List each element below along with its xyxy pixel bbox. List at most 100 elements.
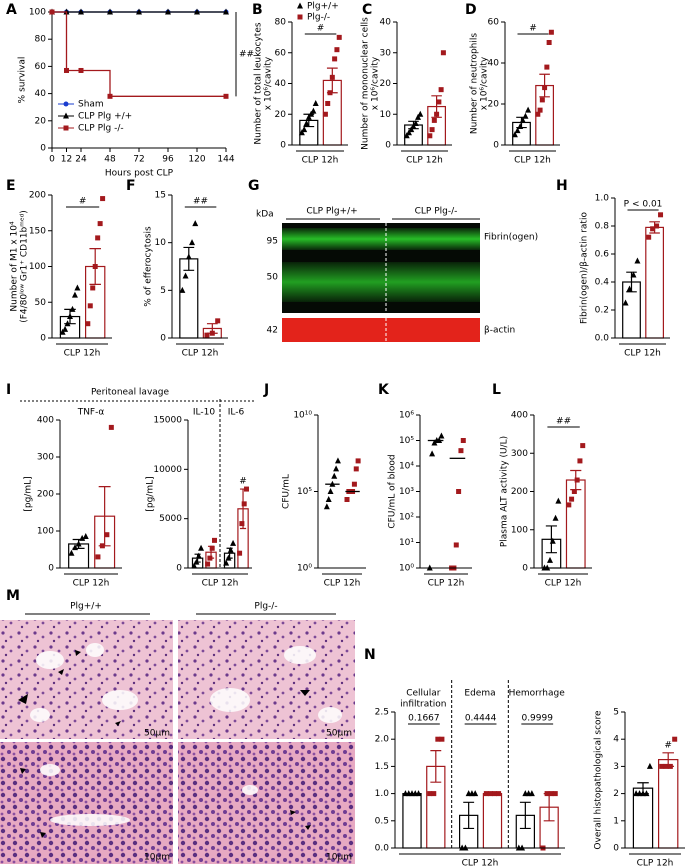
y-tick-label: 60 <box>275 48 287 58</box>
x-axis-label: CLP 12h <box>182 349 219 359</box>
data-point <box>438 432 445 439</box>
legend-label: Sham <box>78 100 104 110</box>
y-tick-label: 0 <box>280 141 286 151</box>
panel-label: B <box>252 2 263 18</box>
y-tick-label: 0.0 <box>375 844 390 854</box>
data-point <box>100 196 106 202</box>
panel-label: G <box>248 178 260 194</box>
error-bar <box>545 525 557 554</box>
data-point <box>92 264 98 269</box>
data-point <box>408 126 415 133</box>
x-axis-label: CLP 12h <box>624 349 661 359</box>
bar <box>632 787 654 849</box>
data-point <box>95 554 101 560</box>
data-point <box>241 501 247 507</box>
data-point <box>191 562 198 569</box>
y-tick-label: 10000 <box>153 465 182 475</box>
panel-label: C <box>362 2 372 18</box>
bar <box>657 758 679 849</box>
data-point <box>298 129 305 136</box>
panel-label: E <box>6 178 16 194</box>
data-point <box>458 448 464 454</box>
y-tick-label: 20 <box>275 110 287 120</box>
y-tick-label: 10⁵ <box>297 487 312 497</box>
data-point <box>68 549 75 556</box>
data-point <box>658 212 664 218</box>
data-point <box>646 762 653 769</box>
data-point <box>672 736 678 742</box>
data-point <box>329 74 335 80</box>
x-axis-label: CLP 12h <box>324 579 361 589</box>
header: Peritoneal lavage <box>91 388 170 398</box>
x-axis-label: CLP 12h <box>514 156 551 166</box>
data-point <box>525 106 532 113</box>
data-point <box>107 93 113 99</box>
data-point <box>487 791 493 797</box>
data-point <box>544 64 550 70</box>
band-label: β-actin <box>484 326 515 336</box>
legend-marker <box>297 2 303 9</box>
data-point <box>351 481 357 487</box>
annotation: 0.9999 <box>521 714 553 724</box>
panel-label: J <box>263 382 269 398</box>
y-tick-label: 5 <box>613 708 619 718</box>
data-point <box>204 332 210 338</box>
data-point <box>622 299 629 306</box>
data-point <box>107 8 113 15</box>
annotation: # <box>529 24 537 34</box>
kda-label: kDa <box>256 210 274 220</box>
scale-bar-label: 50µm <box>144 729 170 739</box>
y-axis-label: (F4/80ˡᵒʷ Gr1⁺ CD11bᵐᵉᵈ) <box>20 210 30 323</box>
data-point <box>403 132 410 139</box>
histology-image <box>0 620 173 739</box>
panel-label: N <box>364 647 376 663</box>
data-point <box>440 50 446 56</box>
data-point <box>566 502 572 508</box>
y-tick-label: 10¹⁰ <box>293 411 312 421</box>
data-point <box>192 220 199 227</box>
data-point <box>517 123 524 130</box>
y-tick-label: 40 <box>488 59 500 69</box>
data-point <box>225 554 232 561</box>
data-point <box>182 272 189 279</box>
data-point <box>429 127 435 133</box>
y-axis-label: Number of neutrophils <box>470 33 480 134</box>
data-point <box>492 791 498 797</box>
y-tick-label: 100 <box>511 525 528 535</box>
data-point <box>90 285 96 291</box>
y-tick-label: 0 <box>613 844 619 854</box>
y-tick-label: 10⁰ <box>399 564 414 574</box>
data-point <box>108 424 114 430</box>
y-tick-label: 0.2 <box>595 306 609 316</box>
data-point <box>310 107 317 114</box>
data-point <box>353 466 359 472</box>
panel-label: M <box>6 588 20 604</box>
histology-image <box>0 742 173 864</box>
y-tick-label: 20 <box>488 100 500 110</box>
panel-label: A <box>6 2 17 18</box>
image-group-label: Plg+/+ <box>70 602 102 612</box>
data-point <box>522 112 529 119</box>
x-axis-label: CLP 12h <box>202 579 239 589</box>
data-point <box>211 537 217 543</box>
error-bar <box>430 750 442 783</box>
legend-marker <box>63 125 69 131</box>
data-point <box>332 56 338 62</box>
y-axis-label: Number of M1 x 10⁴ <box>10 221 20 312</box>
data-point <box>654 223 660 229</box>
data-point <box>99 543 105 549</box>
group-label: Edema <box>464 689 495 699</box>
data-point <box>239 521 245 527</box>
data-point <box>334 457 341 464</box>
data-point <box>472 790 479 797</box>
y-axis-label: % survival <box>18 57 28 104</box>
x-axis-label: CLP 12h <box>545 579 582 589</box>
panel-label: L <box>492 382 501 398</box>
data-point <box>410 123 417 130</box>
data-point <box>456 489 462 494</box>
y-tick-label: 15000 <box>153 416 182 426</box>
data-point <box>230 539 237 546</box>
data-point <box>78 8 84 15</box>
data-point <box>542 85 548 91</box>
y-axis-label: [pg/mL] <box>24 476 34 511</box>
